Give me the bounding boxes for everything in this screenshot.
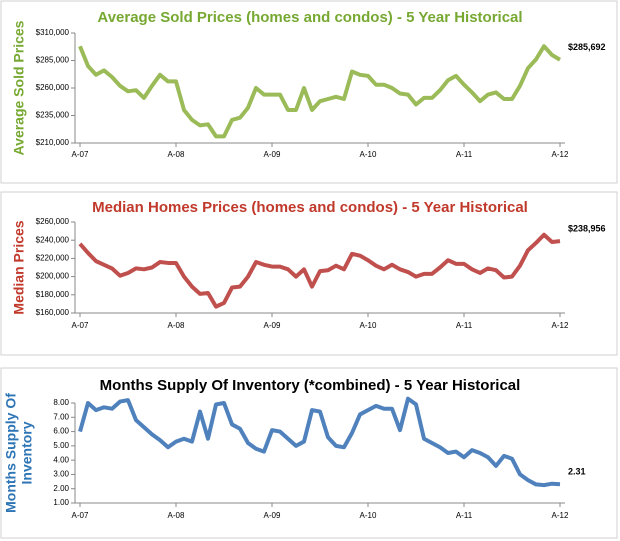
y-tick-label: $310,000 [36,28,70,37]
y-tick-label: 8.00 [53,398,69,407]
x-tick-label: A-09 [264,150,281,159]
y-tick-label: 7.00 [53,412,69,421]
data-line [78,44,562,139]
y-tick-label: $235,000 [36,111,70,120]
data-line [78,396,561,488]
x-tick-label: A-07 [72,150,89,159]
panel-frame [0,191,618,356]
panel-frame [0,367,618,539]
y-axis-label: Inventory [19,421,35,484]
end-annotation: $238,956 [568,224,606,234]
x-tick-label: A-07 [72,321,89,330]
chart-title: Average Sold Prices (homes and condos) -… [97,9,522,26]
y-tick-label: $220,000 [36,254,70,263]
x-tick-label: A-12 [552,150,569,159]
y-tick-label: $260,000 [36,217,70,226]
x-tick-label: A-08 [168,321,185,330]
panel-frame [0,0,618,184]
y-tick-label: $200,000 [36,272,70,281]
x-tick-label: A-08 [168,511,185,520]
y-tick-label: $260,000 [36,83,70,92]
chart-title: Median Homes Prices (homes and condos) -… [92,199,528,216]
x-tick-label: A-09 [264,321,281,330]
y-tick-label: 4.00 [53,455,69,464]
y-tick-label: 5.00 [53,441,69,450]
y-axis-label: Months Supply Of [3,393,19,513]
y-tick-label: $285,000 [36,56,70,65]
x-tick-label: A-10 [360,511,377,520]
x-tick-label: A-11 [456,321,473,330]
y-axis-label: Median Prices [11,220,27,314]
y-tick-label: 2.00 [53,484,69,493]
x-tick-label: A-11 [456,511,473,520]
x-tick-label: A-10 [360,321,377,330]
y-tick-label: 3.00 [53,470,69,479]
end-annotation: 2.31 [568,467,586,477]
y-tick-label: $240,000 [36,235,70,244]
data-line [78,232,561,309]
y-tick-label: $210,000 [36,138,70,147]
x-tick-label: A-11 [456,150,473,159]
x-tick-label: A-10 [360,150,377,159]
chart-title: Months Supply Of Inventory (*combined) -… [100,377,521,394]
x-tick-label: A-12 [552,511,569,520]
y-tick-label: 1.00 [53,498,69,507]
y-axis-label: Average Sold Prices [11,20,27,155]
x-tick-label: A-12 [552,321,569,330]
end-annotation: $285,692 [568,42,606,52]
y-tick-label: $180,000 [36,290,70,299]
x-tick-label: A-08 [168,150,185,159]
y-tick-label: 6.00 [53,427,69,436]
x-tick-label: A-09 [264,511,281,520]
x-tick-label: A-07 [72,511,89,520]
y-tick-label: $160,000 [36,308,70,317]
